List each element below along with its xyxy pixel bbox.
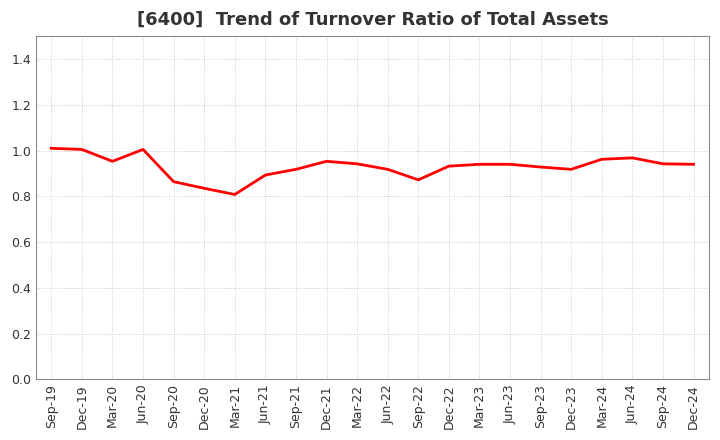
Title: [6400]  Trend of Turnover Ratio of Total Assets: [6400] Trend of Turnover Ratio of Total … — [137, 11, 608, 29]
